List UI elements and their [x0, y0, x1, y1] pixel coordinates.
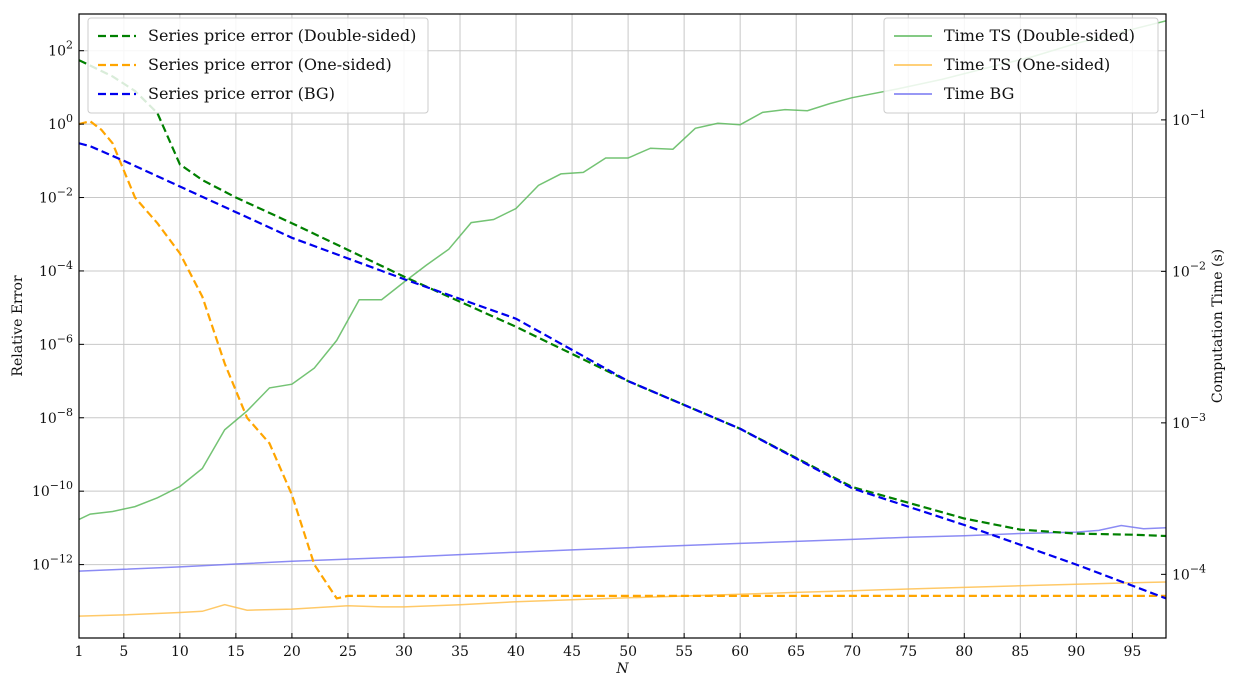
x-tick-label: 70: [843, 644, 861, 660]
legend-label-series-price-error-double-sided: Series price error (Double-sided): [148, 26, 416, 45]
series-line-time-ts-one-sided: [79, 581, 1166, 617]
legend-label-time-ts-one-sided: Time TS (One-sided): [944, 55, 1110, 74]
left-y-tick-label: 100: [48, 112, 73, 133]
left-y-tick-label: 10−2: [39, 186, 73, 207]
legend-label-series-price-error-one-sided: Series price error (One-sided): [148, 55, 392, 74]
x-tick-label: 30: [395, 644, 413, 660]
x-tick-label: 15: [227, 644, 245, 660]
series-line-series-price-error-bg: [79, 142, 1166, 600]
ticks: 1 5 10 15 20 25 30 35 40 45 50 55 60 65 70 75 80 85 90 9510…: [32, 39, 1206, 660]
left-y-tick-label: 10−4: [39, 259, 73, 280]
x-tick-label: 85: [1011, 644, 1029, 660]
series-line-series-price-error-one-sided: [79, 120, 1166, 600]
x-tick-label: 5: [119, 644, 128, 660]
x-tick-label: 55: [675, 644, 693, 660]
legend-left: Series price error (Double-sided) Series …: [87, 17, 429, 114]
x-tick-label: 20: [283, 644, 301, 660]
legend-label-series-price-error-bg: Series price error (BG): [148, 84, 335, 103]
legend-box: [883, 17, 1159, 114]
right-y-tick-label: 10−1: [1172, 108, 1206, 129]
series-layer: [79, 20, 1166, 617]
left-y-tick-label: 10−10: [32, 479, 73, 500]
x-tick-label: 95: [1123, 644, 1141, 660]
left-y-tick-label: 102: [48, 39, 73, 60]
x-tick-label: 25: [339, 644, 357, 660]
left-y-tick-label: 10−8: [39, 406, 73, 427]
left-y-tick-label: 10−6: [39, 332, 73, 353]
legend-right: Time TS (Double-sided) Time TS (One-sided…: [883, 17, 1159, 114]
legend-box: [87, 17, 429, 114]
x-tick-label: 80: [955, 644, 973, 660]
plot-frame: [78, 13, 1167, 639]
x-tick-label: 65: [787, 644, 805, 660]
x-tick-label: 35: [451, 644, 469, 660]
series-line-time-ts-double-sided: [79, 20, 1166, 521]
right-y-tick-label: 10−4: [1172, 562, 1206, 583]
legend-label-time-ts-double-sided: Time TS (Double-sided): [944, 26, 1135, 45]
right-y-tick-label: 10−2: [1172, 259, 1206, 280]
left-y-tick-label: 10−12: [32, 553, 73, 574]
legend-label-time-bg: Time BG: [944, 84, 1014, 103]
x-tick-label: 75: [899, 644, 917, 660]
x-tick-label: 90: [1067, 644, 1085, 660]
right-y-tick-label: 10−3: [1172, 411, 1206, 432]
x-tick-label: 50: [619, 644, 637, 660]
x-tick-label: 1: [75, 644, 84, 660]
x-tick-label: 45: [563, 644, 581, 660]
left-axis-label: Relative Error: [10, 275, 26, 376]
x-tick-label: 60: [731, 644, 749, 660]
series-line-time-bg: [79, 524, 1166, 572]
x-tick-label: 10: [171, 644, 189, 660]
x-tick-label: 40: [507, 644, 525, 660]
right-axis-label: Computation Time (s): [1210, 249, 1226, 403]
x-axis-label: N: [615, 661, 629, 677]
